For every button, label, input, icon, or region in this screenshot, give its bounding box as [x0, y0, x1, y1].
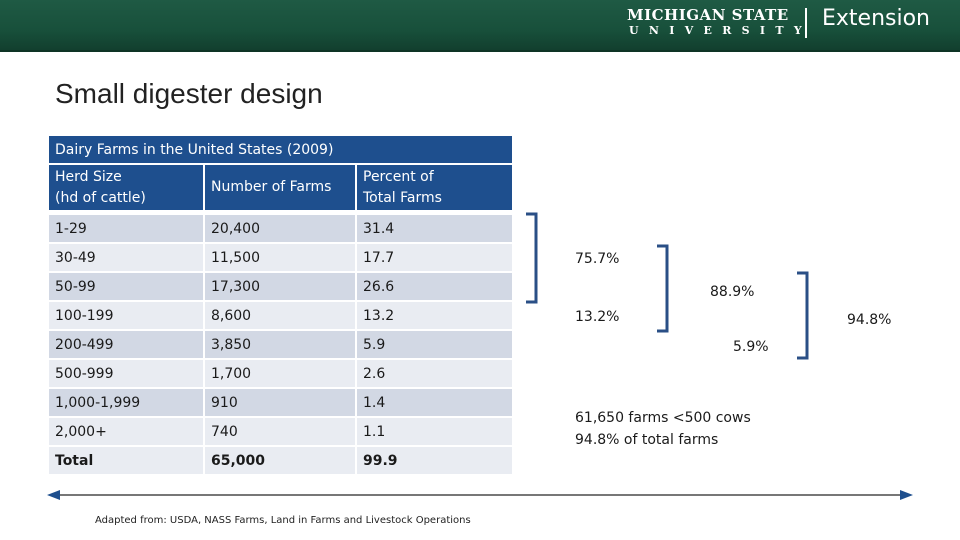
cell-percent: 13.2	[355, 300, 512, 329]
cell-herd-size: 200-499	[49, 329, 203, 358]
cell-number-of-farms: 740	[203, 416, 355, 445]
extension-label: Extension	[822, 6, 931, 31]
slide-title: Small digester design	[55, 78, 323, 109]
summary-note-line1: 61,650 farms <500 cows	[575, 410, 751, 426]
summary-note: 61,650 farms <500 cows 94.8% of total fa…	[575, 407, 751, 451]
footer-rule-left-arrow	[47, 490, 60, 500]
cell-percent: 5.9	[355, 329, 512, 358]
annotation-88-9: 88.9%	[710, 284, 755, 300]
cell-number-of-farms: 8,600	[203, 300, 355, 329]
university-name-line2: UNIVERSITY	[629, 24, 812, 37]
table-row: 30-49 11,500 17.7	[49, 242, 512, 271]
cell-number-of-farms: 3,850	[203, 329, 355, 358]
cell-percent: 1.1	[355, 416, 512, 445]
cell-number-of-farms: 910	[203, 387, 355, 416]
table-row: 1-29 20,400 31.4	[49, 213, 512, 242]
annotation-13-2: 13.2%	[575, 309, 620, 325]
annotation-94-8: 94.8%	[847, 312, 892, 328]
cell-percent: 99.9	[355, 445, 512, 474]
table-header-row: Herd Size (hd of cattle) Number of Farms…	[49, 165, 512, 213]
cell-herd-size: 1,000-1,999	[49, 387, 203, 416]
cell-number-of-farms: 1,700	[203, 358, 355, 387]
cell-percent: 31.4	[355, 213, 512, 242]
cell-herd-size: 2,000+	[49, 416, 203, 445]
cell-herd-size: 1-29	[49, 213, 203, 242]
cell-herd-size: 50-99	[49, 271, 203, 300]
table-row: 50-99 17,300 26.6	[49, 271, 512, 300]
bracket-total	[797, 271, 809, 360]
column-header-percent-line1: Percent of	[363, 168, 434, 185]
header-bar: MICHIGAN STATE UNIVERSITY Extension	[0, 0, 960, 52]
university-name-line1: MICHIGAN STATE	[627, 6, 789, 24]
column-header-herd-size: Herd Size (hd of cattle)	[49, 165, 203, 213]
cell-herd-size: 30-49	[49, 242, 203, 271]
column-header-percent: Percent of Total Farms	[355, 165, 512, 213]
dairy-farms-table: Dairy Farms in the United States (2009) …	[49, 136, 512, 474]
cell-number-of-farms: 20,400	[203, 213, 355, 242]
column-header-number-of-farms-line1: Number of Farms	[211, 179, 332, 195]
source-citation: Adapted from: USDA, NASS Farms, Land in …	[95, 515, 471, 526]
cell-percent: 26.6	[355, 271, 512, 300]
table-row: 500-999 1,700 2.6	[49, 358, 512, 387]
column-header-number-of-farms: Number of Farms	[203, 165, 355, 213]
cell-percent: 17.7	[355, 242, 512, 271]
table-row: 100-199 8,600 13.2	[49, 300, 512, 329]
cell-herd-size: Total	[49, 445, 203, 474]
cell-herd-size: 100-199	[49, 300, 203, 329]
cell-herd-size: 500-999	[49, 358, 203, 387]
logo-divider	[805, 8, 807, 38]
table-caption-row: Dairy Farms in the United States (2009)	[49, 136, 512, 165]
bracket-small-farms	[526, 212, 538, 304]
column-header-herd-size-line2: (hd of cattle)	[55, 189, 146, 206]
table-row: 200-499 3,850 5.9	[49, 329, 512, 358]
table-caption: Dairy Farms in the United States (2009)	[49, 136, 512, 165]
table-row: 2,000+ 740 1.1	[49, 416, 512, 445]
footer-rule	[47, 490, 913, 500]
cell-number-of-farms: 11,500	[203, 242, 355, 271]
cell-percent: 2.6	[355, 358, 512, 387]
annotation-75-7: 75.7%	[575, 251, 620, 267]
cell-percent: 1.4	[355, 387, 512, 416]
bracket-combined	[657, 244, 669, 333]
cell-number-of-farms: 65,000	[203, 445, 355, 474]
annotation-5-9: 5.9%	[733, 339, 769, 355]
column-header-herd-size-line1: Herd Size	[55, 168, 122, 185]
summary-note-line2: 94.8% of total farms	[575, 432, 719, 448]
footer-rule-right-arrow	[900, 490, 913, 500]
cell-number-of-farms: 17,300	[203, 271, 355, 300]
table-total-row: Total 65,000 99.9	[49, 445, 512, 474]
table-row: 1,000-1,999 910 1.4	[49, 387, 512, 416]
column-header-percent-line2: Total Farms	[363, 189, 442, 206]
